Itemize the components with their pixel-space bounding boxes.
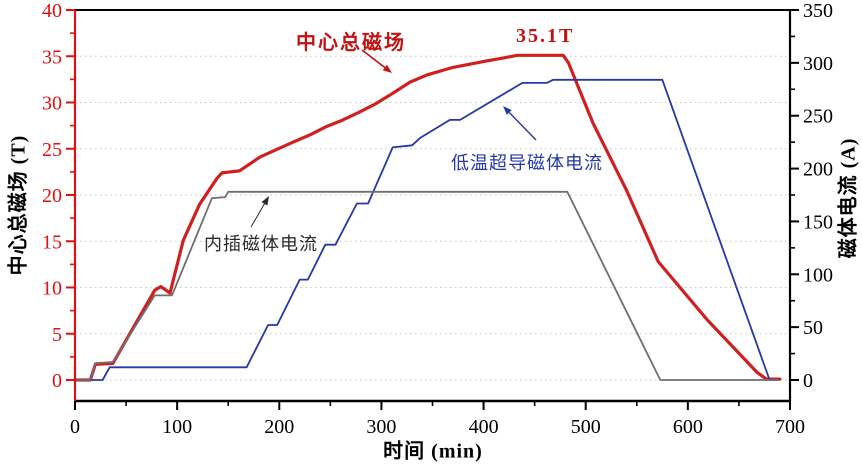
series-line-insert-magnet-current xyxy=(74,190,779,381)
sc-current-label-arrow xyxy=(508,111,537,141)
x-tick-label: 300 xyxy=(366,416,396,438)
field-label-arrow xyxy=(361,49,386,69)
x-tick-label: 400 xyxy=(469,416,499,438)
peak-label: 35.1T xyxy=(516,25,575,47)
series-line-sc-magnet-current xyxy=(74,78,777,381)
x-tick-label: 100 xyxy=(162,416,192,438)
x-tick-label: 500 xyxy=(571,416,601,438)
y-left-tick-label: 25 xyxy=(42,139,62,161)
insert-current-label: 内插磁体电流 xyxy=(204,234,318,254)
field-label-arrowhead xyxy=(382,64,392,73)
y-left-tick-label: 20 xyxy=(42,185,62,207)
y-left-tick-label: 35 xyxy=(42,46,62,68)
y-right-tick-label: 0 xyxy=(803,370,813,392)
y-right-tick-label: 200 xyxy=(803,159,833,181)
x-tick-label: 600 xyxy=(673,416,703,438)
x-tick-label: 700 xyxy=(775,416,805,438)
series-line-total-field xyxy=(73,53,782,382)
y-right-tick-label: 100 xyxy=(803,264,833,286)
sc-current-label: 低温超导磁体电流 xyxy=(451,153,603,173)
y-left-tick-label: 30 xyxy=(42,93,62,115)
y-left-tick-label: 15 xyxy=(42,231,62,253)
y-right-tick-label: 300 xyxy=(803,53,833,75)
y-right-tick-label: 250 xyxy=(803,106,833,128)
field-label: 中心总磁场 xyxy=(296,32,406,54)
left-axis-title: 中心总磁场 (T) xyxy=(7,134,30,276)
y-right-tick-label: 350 xyxy=(803,0,833,22)
sc-current-label-arrowhead xyxy=(503,106,512,115)
y-left-tick-label: 0 xyxy=(52,370,62,392)
y-left-tick-label: 40 xyxy=(42,0,62,22)
y-right-tick-label: 50 xyxy=(803,317,823,339)
x-tick-label: 0 xyxy=(70,416,80,438)
y-right-tick-label: 150 xyxy=(803,211,833,233)
insert-current-label-arrow xyxy=(250,203,265,228)
right-axis-title: 磁体电流 (A) xyxy=(837,137,860,259)
y-left-tick-label: 10 xyxy=(42,278,62,300)
y-left-tick-label: 5 xyxy=(52,324,62,346)
insert-current-label-arrowhead xyxy=(261,196,269,206)
x-tick-label: 200 xyxy=(264,416,294,438)
x-axis-title: 时间 (min) xyxy=(383,440,483,463)
